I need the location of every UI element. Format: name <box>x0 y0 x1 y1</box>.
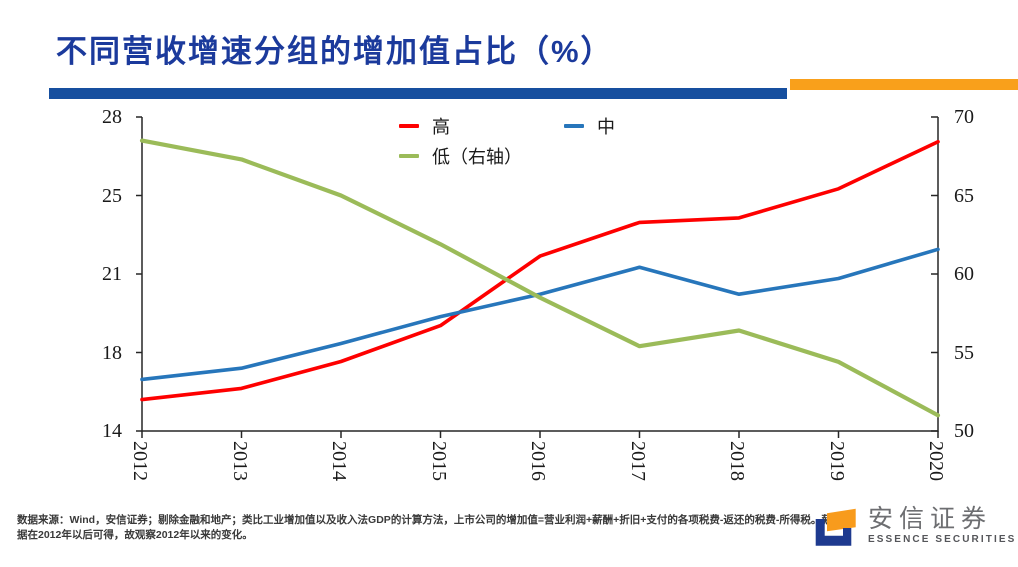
y-axis-right-tick-label: 55 <box>954 341 974 364</box>
logo-company-name: 安信证券 <box>868 505 993 533</box>
series-line-2 <box>139 138 941 418</box>
series-line-0 <box>140 139 940 402</box>
logo-company-name-en: ESSENCE SECURITIES <box>868 534 1017 545</box>
legend-item-high: 高 <box>399 116 450 137</box>
y-axis-right-tick-label: 50 <box>954 420 974 442</box>
legend-item-mid: 中 <box>564 116 615 137</box>
x-axis-year-label: 2020 <box>925 441 947 481</box>
title-underline-bar <box>49 88 787 99</box>
source-line-1: 数据来源：Wind，安信证券；剔除金融和地产；类比工业增加值以及收入法GDP的计… <box>17 514 853 526</box>
series-line-1 <box>140 247 940 382</box>
legend-label-low: 低（右轴） <box>432 147 522 167</box>
x-axis-year-label: 2019 <box>825 441 848 481</box>
x-axis-year-label: 2013 <box>228 441 251 481</box>
y-axis-left-tick-label: 25 <box>102 184 122 207</box>
y-axis-left-tick-label: 14 <box>102 420 122 442</box>
y-axis-left-tick-label: 21 <box>102 263 122 285</box>
legend-label-mid: 中 <box>597 117 615 137</box>
logo-mark-icon <box>815 508 856 546</box>
source-line-2: 据在2012年以后可得，故观察2012年以来的变化。 <box>17 529 253 541</box>
legend-dash-mid <box>564 124 584 128</box>
x-axis-year-label: 2012 <box>129 441 151 481</box>
company-logo: 安信证券 ESSENCE SECURITIES <box>813 504 1016 550</box>
y-axis-right-tick-label: 70 <box>954 106 974 128</box>
y-axis-right-tick-label: 65 <box>954 184 974 207</box>
x-axis-year-label: 2016 <box>527 441 549 481</box>
accent-bar <box>790 79 1018 90</box>
page-title: 不同营收增速分组的增加值占比（%） <box>56 34 614 69</box>
legend-dash-high <box>399 124 419 128</box>
y-axis-right-tick-label: 60 <box>954 263 974 285</box>
source-note: 数据来源：Wind，安信证券；剔除金融和地产；类比工业增加值以及收入法GDP的计… <box>17 513 853 543</box>
legend-label-high: 高 <box>432 117 450 137</box>
x-axis-year-label: 2018 <box>726 441 748 481</box>
y-axis-left-tick-label: 18 <box>102 341 122 364</box>
y-axis-left-tick-label: 28 <box>102 106 122 128</box>
x-axis-year-label: 2014 <box>328 441 350 481</box>
x-axis-year-label: 2015 <box>427 441 450 481</box>
x-axis-year-label: 2017 <box>626 441 649 481</box>
legend-dash-low <box>399 154 419 158</box>
legend-item-low: 低（右轴） <box>399 146 522 167</box>
